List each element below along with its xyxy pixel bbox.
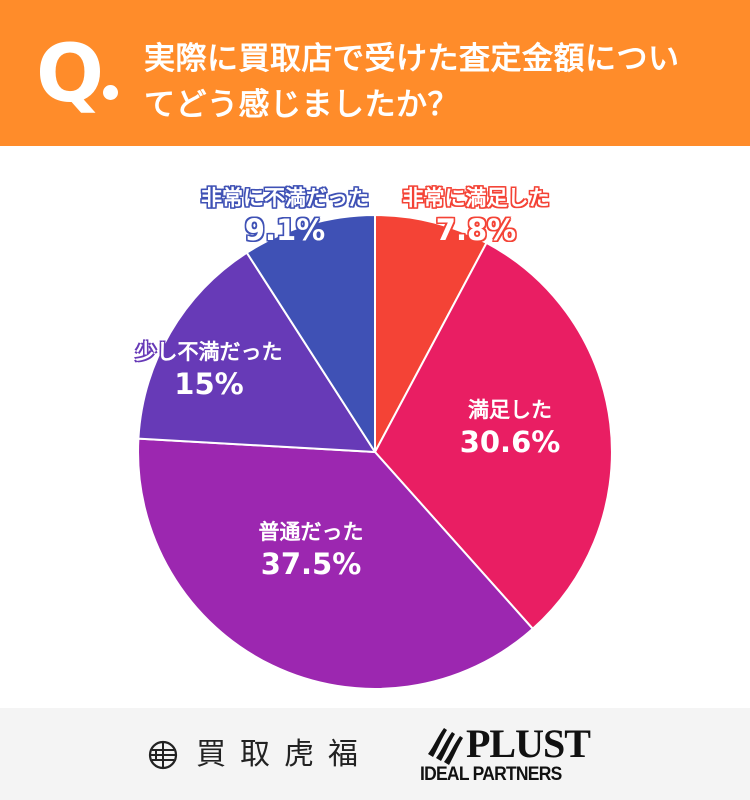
plust-swoosh-icon: [428, 728, 463, 765]
q-dot-icon: [103, 85, 118, 100]
label-slightly-dissatisfied: 少し不満だった 15%: [136, 338, 283, 402]
label-name: 少し不満だった: [135, 340, 283, 364]
footer-logos: 買取虎福 PLUST IDEAL PARTNERS: [0, 708, 750, 800]
slice-very-dissatisfied: [245, 214, 376, 453]
label-satisfied: 満足した 30.6%: [460, 396, 561, 460]
kaitori-torafuku-logo: 買取虎福: [148, 738, 372, 772]
plust-logo-word: PLUST: [466, 721, 591, 766]
label-percent: 9.1%: [244, 213, 326, 247]
label-percent: 15%: [174, 367, 244, 401]
label-very-dissatisfied: 非常に不満だった 9.1%: [201, 184, 369, 248]
slice-satisfied: [374, 241, 613, 630]
question-title-line2: てどう感じましたか？: [144, 87, 459, 123]
slice-very-satisfied: [374, 214, 488, 453]
slice-slightly-dissatisfied: [137, 251, 376, 453]
label-percent: 30.6%: [459, 425, 561, 459]
label-name: 普通だった: [258, 520, 364, 544]
question-title: 実際に買取店で受けた査定金額につい てどう感じましたか？: [144, 36, 734, 128]
plust-logo-subtitle: IDEAL PARTNERS: [420, 764, 562, 785]
q-mark: Q: [36, 27, 104, 120]
question-title-line1: 実際に買取店で受けた査定金額につい: [144, 41, 680, 77]
pie-chart: 非常に不満だった 9.1% 非常に満足した 7.8% 満足した 30.6% 少し…: [0, 146, 750, 708]
kaitori-emblem-icon: [148, 740, 178, 770]
plust-logo: PLUST IDEAL PARTNERS: [420, 722, 610, 788]
slice-neutral: [137, 437, 534, 690]
label-name: 非常に不満だった: [201, 186, 369, 210]
label-percent: 37.5%: [260, 547, 362, 581]
label-name: 満足した: [467, 398, 552, 422]
label-percent: 7.8%: [435, 213, 517, 247]
question-header: Q 実際に買取店で受けた査定金額につい てどう感じましたか？: [0, 0, 750, 146]
label-neutral: 普通だった 37.5%: [259, 518, 364, 582]
pie-svg: [137, 214, 613, 690]
label-name: 非常に満足した: [402, 186, 550, 210]
kaitori-logo-text: 買取虎福: [196, 737, 372, 772]
label-very-satisfied: 非常に満足した 7.8%: [403, 184, 550, 248]
